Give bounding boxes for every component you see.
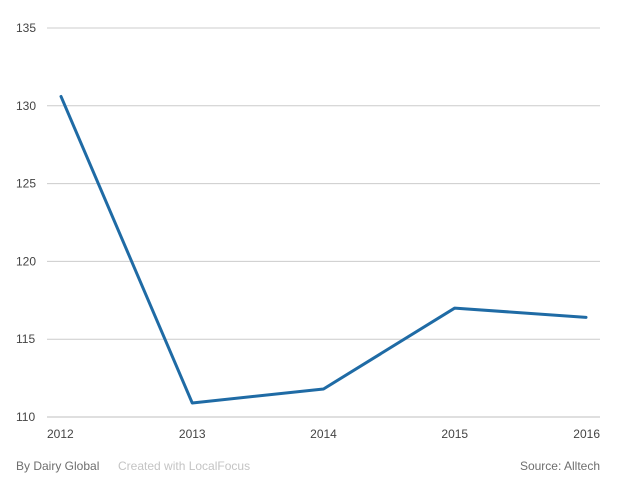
line-chart: 110 115 120 125 130 135 2012 2013 2014 2015 2016 [16,21,600,441]
x-tick-label-2012: 2012 [47,427,74,441]
x-axis-tick-labels: 2012 2013 2014 2015 2016 [47,427,600,441]
x-tick-label-2016: 2016 [573,427,600,441]
x-tick-label-2015: 2015 [441,427,468,441]
y-tick-label-110: 110 [16,410,35,424]
data-point-2015[interactable] [449,302,461,314]
y-tick-label-125: 125 [16,177,36,191]
chart-footer: By Dairy Global Created with LocalFocus … [16,459,600,477]
credit-text: By Dairy Global [16,459,100,473]
source-text: Source: Alltech [519,459,600,473]
series-line-0 [59,94,588,405]
y-tick-label-120: 120 [16,254,36,268]
y-tick-label-135: 135 [16,21,36,35]
data-point-2012[interactable] [55,90,67,102]
series-group [55,90,592,409]
created-with-text[interactable]: Created with LocalFocus [118,459,251,473]
data-point-2013[interactable] [186,397,198,409]
y-axis-tick-labels: 110 115 120 125 130 135 [16,21,36,424]
y-gridlines [47,27,600,418]
y-tick-label-130: 130 [16,99,36,113]
y-tick-label-115: 115 [16,332,35,346]
data-point-2016[interactable] [580,311,592,323]
x-tick-label-2013: 2013 [179,427,206,441]
x-tick-label-2014: 2014 [310,427,337,441]
data-point-2014[interactable] [318,383,330,395]
